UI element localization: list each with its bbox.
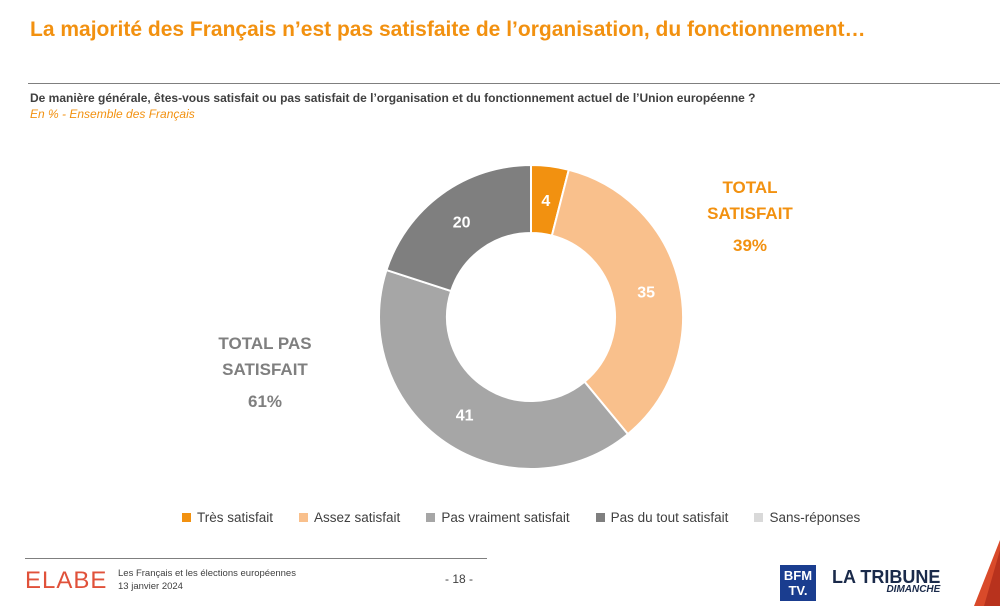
total-pas-satisfait-value: 61% [247,392,283,411]
legend-label: Sans-réponses [769,510,861,525]
footer-divider [25,558,487,559]
total-satisfait-label: TOTAL SATISFAIT [707,178,793,223]
page-title: La majorité des Français n’est pas satis… [30,18,866,41]
donut-slice [378,268,630,470]
survey-subtitle: En % - Ensemble des Français [30,107,195,121]
legend-swatch [754,513,764,522]
legend-label: Pas vraiment satisfait [441,510,570,525]
legend-label: Pas du tout satisfait [610,510,729,525]
slice-value-label: 35 [637,284,655,301]
legend-swatch [595,513,605,522]
legend-swatch [426,513,436,522]
legend-item-tres-satisfait: Très satisfait [182,510,273,525]
corner-decoration [974,540,1000,606]
slice-value-label: 41 [456,408,474,425]
legend-item-pas-vraiment-satisfait: Pas vraiment satisfait [426,510,570,525]
legend-swatch [299,513,309,522]
donut-slice [550,168,684,436]
legend-label: Assez satisfait [314,510,401,525]
total-satisfait-annotation: TOTAL SATISFAIT 39% [690,175,810,259]
survey-question: De manière générale, êtes-vous satisfait… [30,91,756,105]
bfmtv-logo-text: BFM TV. [783,568,813,598]
chart-legend: Très satisfait Assez satisfait Pas vraim… [182,510,860,525]
title-divider [28,83,1000,84]
elabe-logo: ELABE [25,567,108,594]
legend-label: Très satisfait [197,510,274,525]
legend-item-sans-reponses: Sans-réponses [754,510,860,525]
donut-slice [385,163,532,293]
slice-value-label: 4 [541,193,550,210]
total-satisfait-value: 39% [732,236,768,255]
legend-item-pas-du-tout-satisfait: Pas du tout satisfait [595,510,729,525]
footer-study-title: Les Français et les élections européenne… [118,568,296,579]
slice-value-label: 20 [453,215,471,232]
footer-text: Les Français et les élections européenne… [118,567,296,593]
bfmtv-logo: BFM TV. [780,565,816,601]
la-tribune-logo-text: LA TRIBUNE [832,567,941,587]
total-pas-satisfait-label: TOTAL PAS SATISFAIT [218,334,312,379]
total-pas-satisfait-annotation: TOTAL PAS SATISFAIT 61% [205,331,325,415]
legend-swatch [182,513,191,522]
legend-item-assez-satisfait: Assez satisfait [299,510,400,525]
page-number: - 18 - [445,572,474,586]
dimanche-logo-text: DIMANCHE [886,584,941,595]
la-tribune-dimanche-logo: LA TRIBUNE DIMANCHE [832,568,940,595]
footer-date: 13 janvier 2024 [118,581,183,592]
